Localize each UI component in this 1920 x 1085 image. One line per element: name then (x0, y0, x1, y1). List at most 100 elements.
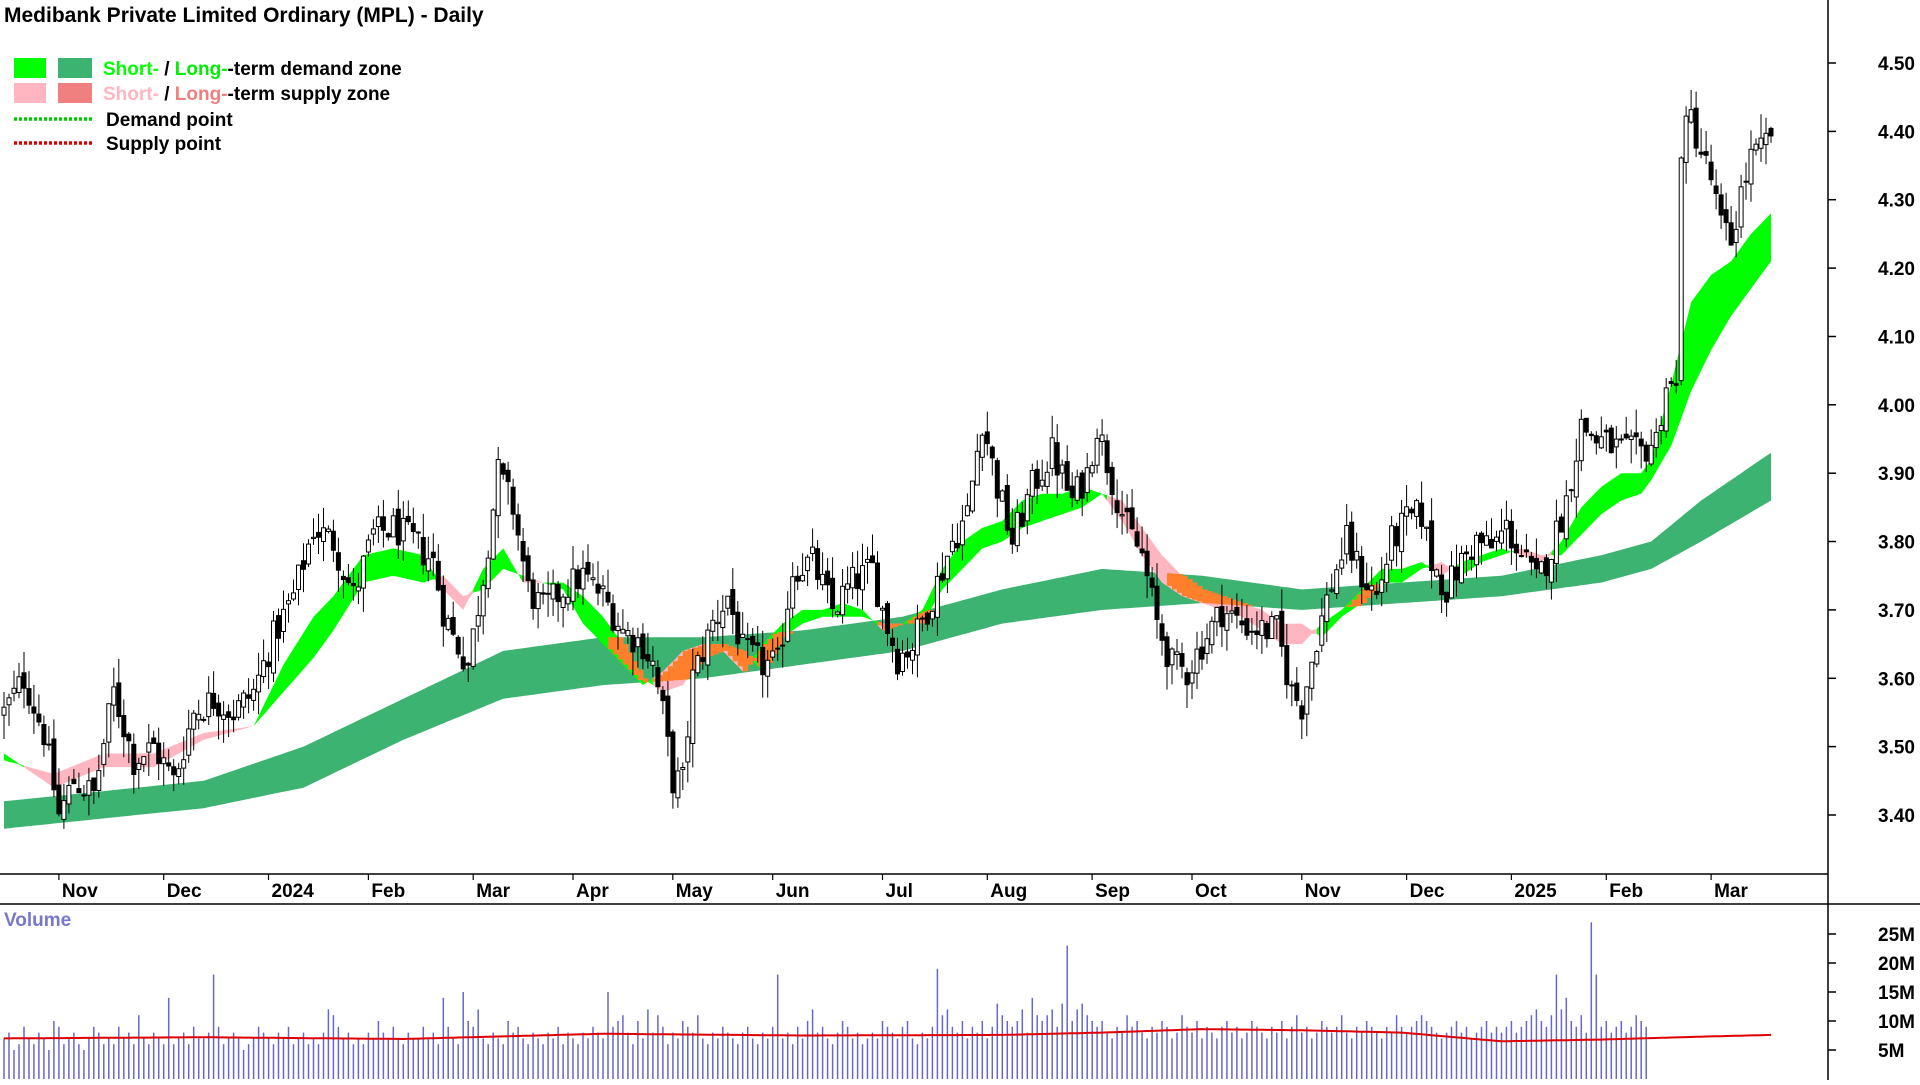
candle-body (1289, 684, 1295, 687)
candle-body (710, 619, 716, 632)
candle-body (385, 533, 391, 538)
candle-body (1603, 429, 1609, 433)
candle-body (890, 637, 895, 646)
candle-body (16, 676, 22, 693)
candle-body (1454, 566, 1459, 581)
candle-body (1738, 186, 1744, 228)
candle-body (790, 576, 796, 609)
candle-body (964, 505, 970, 517)
candle-body (1314, 651, 1320, 665)
candle-body (176, 768, 182, 778)
short-term-demand-zone (902, 486, 1108, 624)
candle-body (700, 657, 706, 662)
candle-body (1024, 494, 1030, 522)
price-tick-label: 3.90 (1878, 464, 1915, 485)
candle-body (900, 652, 905, 673)
candle-body (360, 555, 366, 589)
candle-body (311, 536, 316, 539)
candle-body (1269, 616, 1275, 639)
zone-overlap (887, 623, 894, 629)
candle-body (1718, 194, 1724, 216)
zone-overlap (632, 661, 639, 675)
candle-body (1049, 437, 1055, 469)
candle-body (1513, 543, 1519, 554)
candle-body (410, 523, 416, 532)
candle-body (545, 592, 551, 595)
candle-body (1074, 476, 1080, 501)
candle-body (430, 551, 436, 559)
candle-body (870, 555, 875, 564)
candle-body (840, 585, 846, 616)
candle-body (1179, 653, 1185, 667)
candle-body (999, 490, 1005, 502)
x-tick-label: Aug (990, 881, 1027, 902)
candle-body (1044, 471, 1050, 487)
zone-overlap (682, 650, 689, 680)
candle-body (775, 647, 781, 650)
candle-body (1294, 682, 1300, 701)
candle-body (505, 469, 511, 483)
candle-body (1658, 425, 1664, 432)
volume-layer (3, 922, 1772, 1079)
short-term-demand-zone (4, 753, 24, 768)
candle-body (380, 516, 386, 531)
candle-body (1489, 538, 1494, 549)
candle-body (460, 656, 466, 670)
candle-body (1054, 442, 1060, 476)
candle-body (221, 714, 227, 720)
price-tick-label: 3.60 (1878, 669, 1915, 690)
candle-body (91, 777, 97, 792)
candle-body (111, 686, 117, 706)
candle-body (106, 703, 112, 743)
candle-body (291, 592, 296, 600)
zone-overlap (737, 649, 744, 667)
candle-body (665, 695, 671, 737)
candle-body (1563, 495, 1569, 540)
candle-body (830, 577, 836, 609)
candle-body (156, 742, 162, 765)
candle-body (770, 650, 776, 658)
price-tick-label: 4.20 (1878, 259, 1915, 280)
candle-body (600, 585, 606, 590)
candle-body (440, 584, 446, 627)
candle-body (1084, 467, 1090, 493)
candle-body (1034, 468, 1040, 489)
candle-body (929, 610, 935, 620)
candle-body (1533, 557, 1539, 570)
candle-body (1344, 525, 1350, 555)
candle-body (620, 628, 626, 634)
candle-body (1499, 530, 1504, 544)
candle-body (1568, 489, 1574, 492)
candle-body (435, 560, 441, 591)
long-demand-swatch (58, 58, 92, 78)
zone-overlap (657, 674, 664, 682)
candle-body (191, 712, 197, 730)
candle-body (550, 583, 556, 600)
candle-body (934, 575, 940, 618)
candle-body (1494, 536, 1499, 542)
candle-body (251, 688, 257, 701)
candle-body (350, 583, 356, 587)
candle-body (1159, 623, 1165, 641)
short-term-demand-zone (1551, 213, 1771, 556)
candle-body (979, 434, 985, 458)
volume-moving-average (4, 1028, 1772, 1043)
candle-body (1449, 565, 1454, 599)
candle-body (625, 630, 631, 637)
x-tick-label: Apr (576, 881, 609, 902)
zone-overlap (618, 637, 624, 660)
candle-body (1364, 583, 1370, 591)
candle-body (705, 629, 711, 666)
price-tick-label: 4.50 (1878, 54, 1915, 75)
candle-body (1763, 132, 1769, 146)
candle-body (81, 794, 87, 797)
candle-body (1573, 460, 1579, 498)
price-tick-label: 3.50 (1878, 738, 1915, 759)
candle-body (855, 573, 861, 590)
candle-body (1713, 185, 1719, 194)
candle-body (1069, 485, 1075, 498)
candle-body (535, 592, 541, 610)
legend-supply-zone-label: Short- / Long--term supply zone (103, 84, 390, 105)
candle-body (1234, 607, 1240, 616)
